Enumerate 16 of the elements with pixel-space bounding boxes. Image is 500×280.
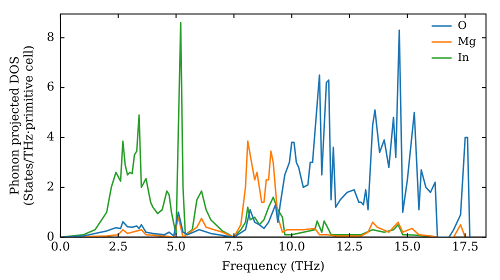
y-tick-label: 6 [46, 80, 54, 94]
x-tick-label: 10.0 [278, 240, 306, 254]
y-tick-label: 4 [46, 130, 55, 144]
x-tick-label: 5.0 [166, 240, 186, 254]
y-tick-label: 2 [46, 179, 54, 194]
x-axis-title: Frequency (THz) [222, 258, 325, 273]
x-tick-label: 2.5 [108, 240, 128, 254]
legend-label: In [458, 50, 470, 64]
legend-label: O [458, 18, 467, 32]
legend-label: Mg [458, 34, 476, 48]
x-tick-label: 15.0 [394, 240, 421, 254]
y-axis-title: Phonon projected DOS (States/THz·primitive cell) [7, 45, 36, 206]
x-tick-label: 7.5 [224, 240, 244, 254]
x-tick-label: 12.5 [336, 240, 363, 254]
y-tick-label: 8 [46, 30, 54, 44]
x-tick-label: 17.5 [452, 240, 479, 254]
